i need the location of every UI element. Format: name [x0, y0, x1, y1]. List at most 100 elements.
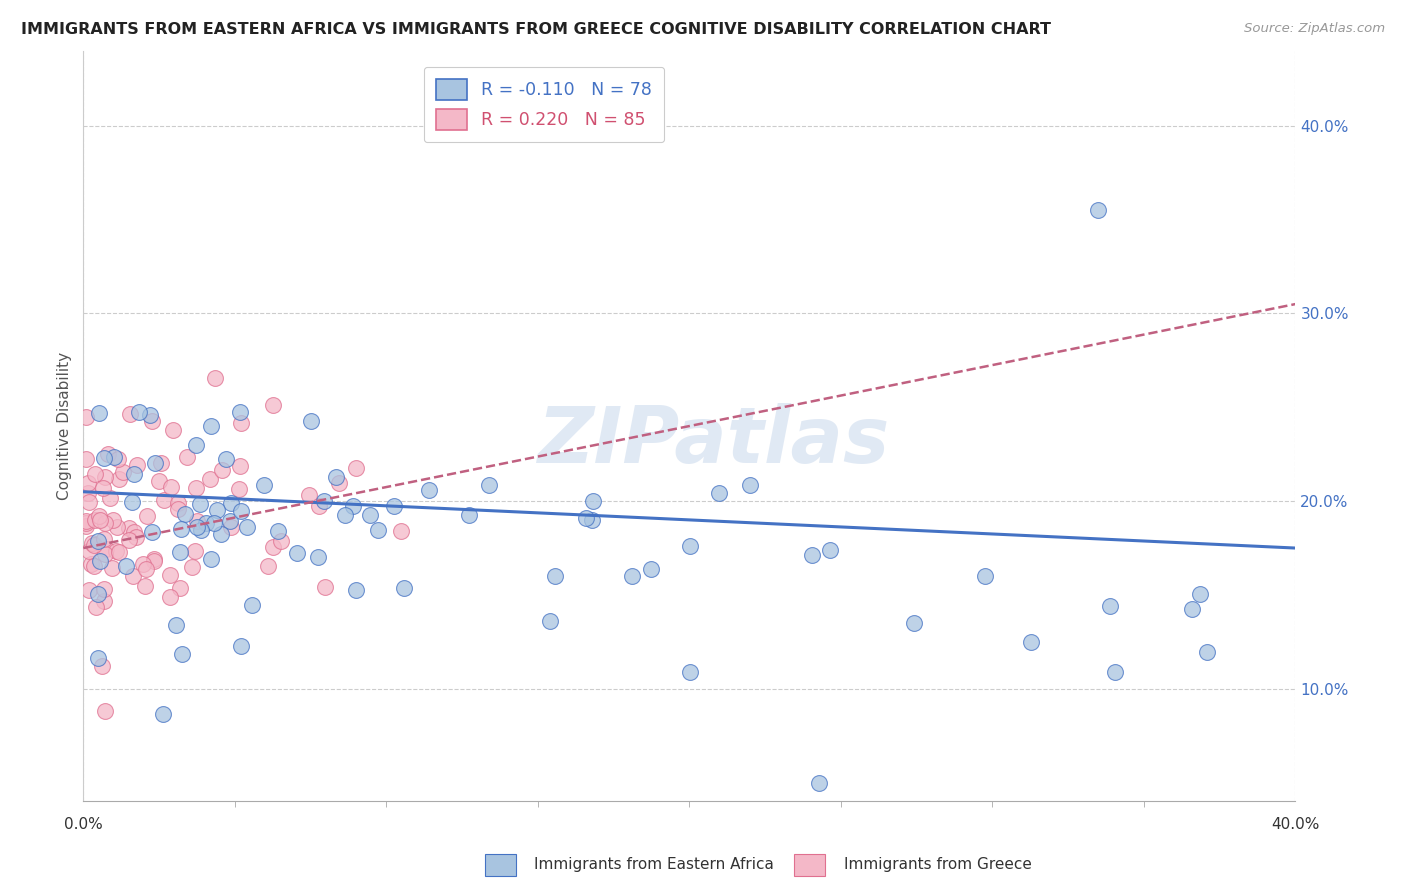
Point: [150, 456, 173, 470]
Point: [77, 476, 100, 491]
Point: [141, 524, 163, 539]
Point: [127, 458, 149, 473]
Point: [83, 538, 105, 552]
Point: [325, 470, 347, 484]
Point: [121, 569, 143, 583]
Point: [93, 582, 115, 596]
Point: [111, 465, 134, 479]
Point: [738, 478, 761, 492]
Point: [75, 410, 97, 425]
Point: [121, 494, 143, 508]
Point: [575, 511, 598, 525]
Point: [307, 549, 329, 564]
Point: [128, 405, 150, 419]
Point: [229, 459, 252, 474]
Point: [285, 546, 308, 560]
Point: [101, 513, 124, 527]
Point: [107, 451, 129, 466]
Point: [219, 514, 242, 528]
Point: [308, 500, 330, 514]
Point: [342, 499, 364, 513]
Point: [93, 470, 115, 484]
Point: [93, 516, 115, 531]
Point: [200, 419, 222, 434]
Point: [87, 651, 110, 665]
Point: [118, 407, 141, 421]
Point: [1180, 601, 1202, 615]
Point: [165, 618, 187, 632]
Point: [257, 559, 280, 574]
Point: [89, 508, 111, 523]
Point: [77, 543, 100, 558]
Point: [252, 478, 274, 492]
Point: [204, 371, 226, 385]
Point: [105, 520, 128, 534]
Point: [103, 450, 125, 465]
Point: [148, 475, 170, 489]
Point: [87, 534, 110, 549]
Point: [1188, 587, 1211, 601]
Point: [89, 406, 111, 420]
Point: [186, 438, 208, 452]
Point: [174, 508, 197, 522]
Point: [93, 594, 115, 608]
Point: [679, 539, 702, 553]
Point: [1197, 644, 1219, 658]
Point: [172, 647, 194, 661]
Point: [314, 580, 336, 594]
Point: [314, 494, 336, 508]
Point: [800, 549, 823, 563]
Legend: R = -0.110   N = 78, R = 0.220   N = 85: R = -0.110 N = 78, R = 0.220 N = 85: [423, 67, 664, 142]
Point: [77, 582, 100, 597]
Point: [75, 519, 97, 533]
Point: [122, 467, 145, 482]
Point: [94, 547, 117, 561]
Point: [162, 423, 184, 437]
Point: [80, 558, 103, 572]
Point: [159, 568, 181, 582]
Point: [382, 499, 405, 513]
Point: [229, 504, 252, 518]
Point: [141, 414, 163, 428]
Point: [621, 569, 644, 583]
Point: [335, 508, 357, 522]
Point: [228, 482, 250, 496]
Text: Immigrants from Eastern Africa: Immigrants from Eastern Africa: [534, 857, 775, 872]
Point: [267, 524, 290, 539]
Point: [215, 452, 238, 467]
Point: [94, 541, 117, 556]
Point: [299, 414, 322, 428]
Point: [262, 398, 284, 412]
Point: [229, 404, 252, 418]
Point: [581, 513, 603, 527]
Point: [818, 543, 841, 558]
Point: [169, 581, 191, 595]
Point: [328, 475, 350, 490]
Point: [169, 544, 191, 558]
Point: [186, 520, 208, 534]
Point: [138, 408, 160, 422]
Point: [143, 552, 166, 566]
Point: [166, 496, 188, 510]
Point: [77, 495, 100, 509]
Point: [538, 614, 561, 628]
Point: [808, 775, 831, 789]
Point: [544, 569, 567, 583]
Point: [75, 452, 97, 467]
Point: [229, 639, 252, 653]
Point: [1104, 665, 1126, 680]
Point: [176, 450, 198, 464]
Point: [190, 523, 212, 537]
Point: [458, 508, 481, 523]
Point: [75, 514, 97, 528]
Point: [211, 463, 233, 477]
Point: [107, 472, 129, 486]
Point: [104, 543, 127, 558]
Point: [134, 579, 156, 593]
Point: [118, 533, 141, 547]
Point: [205, 503, 228, 517]
Point: [76, 486, 98, 500]
Point: [159, 590, 181, 604]
Point: [1021, 635, 1043, 649]
Point: [84, 599, 107, 614]
